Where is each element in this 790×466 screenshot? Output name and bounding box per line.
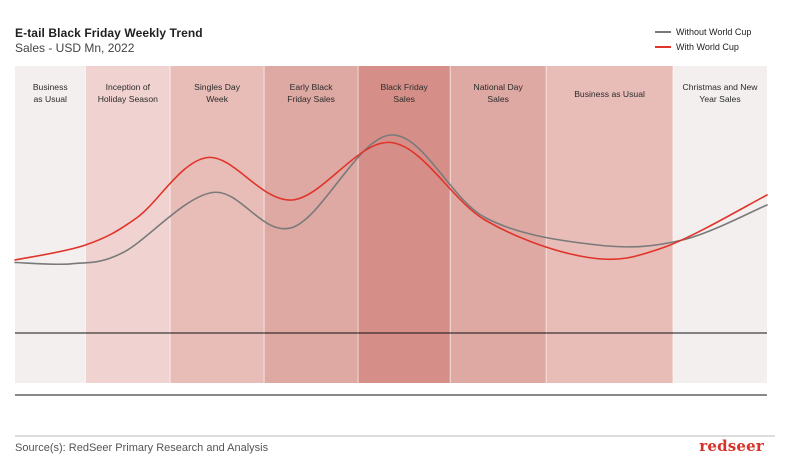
period-label-5: Black Friday Sales	[381, 82, 429, 104]
period-band-3	[170, 66, 265, 383]
period-label-6: National Day Sales	[474, 82, 524, 104]
series-line-without-world-cup	[14, 134, 768, 266]
period-label-2: Inception of Holiday Season	[98, 82, 158, 104]
series-lines	[14, 134, 768, 266]
period-band-5	[358, 66, 451, 383]
chart-subtitle: Sales - USD Mn, 2022	[15, 41, 135, 55]
period-label-1: Business as Usual	[33, 82, 68, 104]
legend-label-with-world-cup: With World Cup	[676, 41, 739, 52]
period-label-3: Singles Day Week	[194, 82, 241, 104]
brand-logo: redseer	[699, 437, 764, 455]
period-band-4	[264, 66, 359, 383]
legend-swatch-without-world-cup	[655, 30, 671, 33]
series-line-with-world-cup	[14, 141, 768, 261]
period-band-1	[15, 66, 86, 383]
chart-title: E-tail Black Friday Weekly Trend	[15, 26, 203, 40]
period-bands	[15, 66, 767, 383]
legend-item-without-world-cup: Without World Cup	[655, 24, 751, 39]
period-label-8: Christmas and New Year Sales	[683, 82, 759, 104]
period-label-4: Early Black Friday Sales	[287, 82, 335, 104]
legend: Without World Cup With World Cup	[655, 24, 751, 54]
period-band-8	[673, 66, 767, 383]
period-label-7: Business as Usual	[574, 89, 645, 99]
legend-swatch-with-world-cup	[655, 45, 671, 48]
legend-item-with-world-cup: With World Cup	[655, 39, 751, 54]
source-note: Source(s): RedSeer Primary Research and …	[15, 442, 269, 454]
legend-label-without-world-cup: Without World Cup	[676, 26, 752, 37]
period-labels: Business as Usual Inception of Holiday Seas…	[33, 82, 758, 104]
period-band-7	[546, 66, 673, 383]
